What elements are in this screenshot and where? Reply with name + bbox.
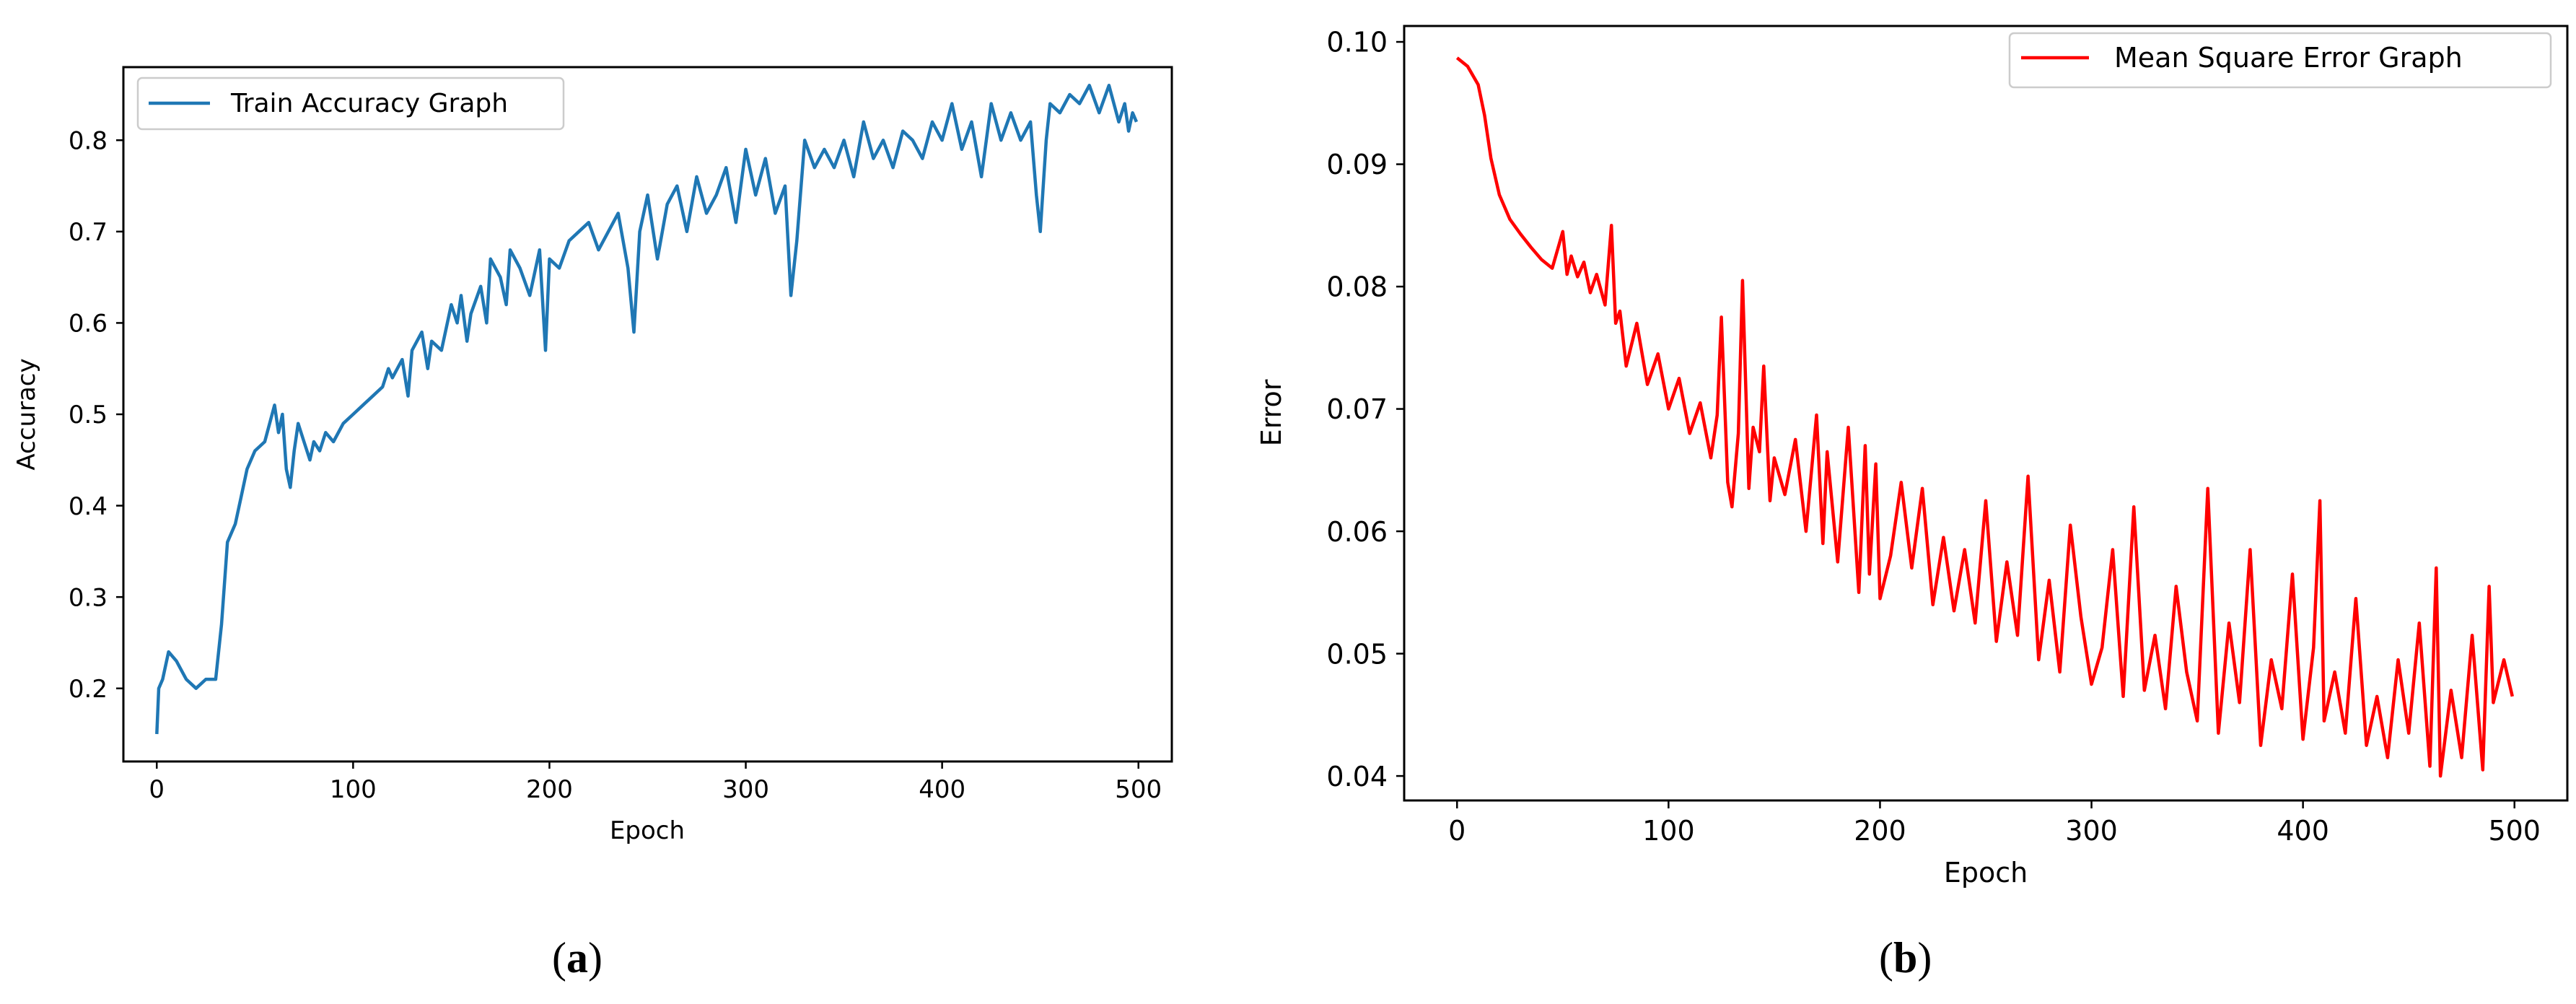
y-tick-label: 0.2	[69, 675, 108, 704]
y-tick-label: 0.09	[1326, 149, 1388, 180]
y-tick-label: 0.08	[1326, 271, 1388, 303]
y-axis: 0.2 0.3 0.4 0.5 0.6 0.7 0.8	[69, 127, 123, 704]
x-tick-label: 100	[1642, 815, 1695, 847]
x-tick-label: 400	[2277, 815, 2329, 847]
y-axis: 0.04 0.05 0.06 0.07 0.08 0.09 0.10	[1326, 27, 1404, 793]
caption-a: (a)	[552, 933, 603, 983]
x-tick-label: 200	[1854, 815, 1906, 847]
x-tick-label: 200	[526, 775, 573, 804]
x-axis: 0 100 200 300 400 500	[1448, 800, 2541, 847]
caption-b-close: )	[1917, 934, 1932, 982]
x-tick-label: 0	[1448, 815, 1466, 847]
x-axis-label: Epoch	[610, 816, 685, 845]
y-tick-label: 0.10	[1326, 27, 1388, 58]
x-tick-label: 400	[919, 775, 965, 804]
mse-series-line	[1455, 56, 2514, 778]
legend-box	[2008, 32, 2552, 89]
y-tick-label: 0.04	[1326, 761, 1388, 793]
y-tick-label: 0.07	[1326, 393, 1388, 425]
mse-chart: 0 100 200 300 400 500 0.040.050.060.070.080.0…	[1256, 25, 2569, 889]
plot-frame	[122, 66, 1173, 763]
accuracy-chart: 0 100 200 300 400 500 0.2 0.3 0.4 0.5 0.6 0.7 0.8 E…	[12, 66, 1173, 845]
y-tick-label: 0.05	[1326, 638, 1388, 670]
legend: Mean Square Error Graph	[2008, 32, 2552, 89]
caption-a-close: )	[587, 934, 603, 982]
caption-a-open: (	[552, 934, 566, 982]
y-tick-label: 0.06	[1326, 516, 1388, 548]
y-axis-label: Error	[1256, 379, 1287, 446]
y-tick-label: 0.3	[69, 583, 108, 612]
x-axis-label: Epoch	[1944, 857, 2028, 889]
accuracy-series-line	[155, 84, 1139, 735]
caption-b-open: (	[1879, 934, 1893, 982]
x-tick-label: 100	[330, 775, 377, 804]
x-tick-label: 0	[149, 775, 165, 804]
legend-box	[136, 77, 565, 131]
caption-b-letter: b	[1893, 934, 1918, 982]
caption-b: (b)	[1879, 933, 1932, 983]
x-tick-label: 500	[2488, 815, 2541, 847]
plot-frame	[1403, 25, 2569, 802]
y-tick-label: 0.8	[69, 127, 108, 156]
caption-a-letter: a	[566, 934, 588, 982]
legend-label: Mean Square Error Graph	[2114, 42, 2463, 74]
y-axis-label: Accuracy	[12, 358, 41, 470]
y-tick-label: 0.4	[69, 492, 108, 521]
x-tick-label: 300	[2065, 815, 2118, 847]
legend: Train Accuracy Graph	[136, 77, 565, 131]
x-tick-label: 500	[1115, 775, 1162, 804]
x-tick-label: 300	[722, 775, 769, 804]
y-tick-label: 0.6	[69, 310, 108, 339]
x-axis: 0 100 200 300 400 500	[149, 761, 1162, 804]
y-tick-label: 0.7	[69, 218, 108, 247]
y-tick-label: 0.5	[69, 401, 108, 429]
legend-label: Train Accuracy Graph	[230, 89, 508, 118]
